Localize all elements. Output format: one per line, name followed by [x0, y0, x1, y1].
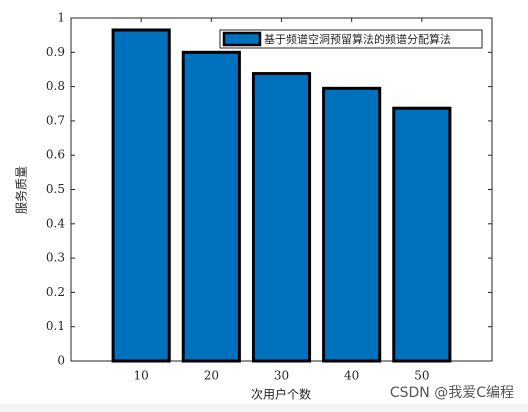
legend-label: 基于频谱空洞预留算法的频谱分配算法 — [264, 32, 451, 46]
y-tick-label: 1 — [57, 11, 65, 25]
x-tick-label: 30 — [274, 369, 289, 383]
legend-swatch — [222, 31, 262, 47]
y-tick-label: 0.4 — [46, 216, 65, 230]
legend-box — [219, 29, 483, 49]
y-tick-label: 0.5 — [46, 182, 65, 196]
y-tick-label: 0.2 — [46, 285, 65, 299]
bar — [392, 106, 452, 363]
y-tick-label: 0.7 — [46, 113, 65, 127]
x-tick-label: 20 — [204, 369, 219, 383]
y-axis-label: 服务质量 — [14, 166, 29, 214]
x-axis-label: 次用户个数 — [251, 387, 311, 402]
x-tick-label: 40 — [344, 369, 359, 383]
bar — [251, 72, 312, 363]
bar — [322, 86, 382, 363]
y-tick-label: 0.1 — [46, 319, 65, 333]
y-tick-label: 0 — [57, 354, 65, 368]
watermark: CSDN @我爱C编程 — [390, 385, 514, 401]
bar — [111, 28, 171, 363]
x-tick-label: 50 — [414, 369, 429, 383]
bottom-strip — [0, 404, 528, 412]
y-tick-label: 0.9 — [46, 45, 65, 59]
bar — [181, 50, 241, 363]
x-tick-label: 10 — [134, 369, 149, 383]
y-tick-label: 0.8 — [46, 79, 65, 93]
y-tick-label: 0.6 — [46, 148, 65, 162]
y-tick-label: 0.3 — [46, 251, 65, 265]
